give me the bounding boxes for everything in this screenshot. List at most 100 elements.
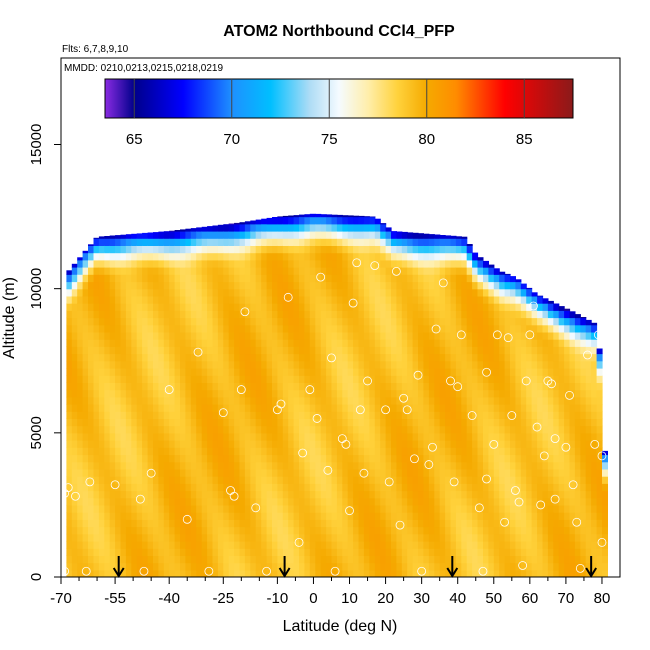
field-cell xyxy=(369,476,376,484)
field-cell xyxy=(77,396,84,405)
field-cell xyxy=(363,317,370,326)
field-cell xyxy=(239,252,246,261)
field-cell xyxy=(315,533,322,542)
field-cell xyxy=(125,425,132,434)
field-cell xyxy=(82,411,89,419)
field-cell xyxy=(602,533,608,542)
field-cell xyxy=(418,396,424,405)
field-cell xyxy=(472,476,479,484)
field-cell xyxy=(412,267,419,275)
field-cell xyxy=(244,432,251,441)
field-cell xyxy=(326,490,333,499)
field-cell xyxy=(142,504,149,513)
field-cell xyxy=(82,250,89,254)
field-cell xyxy=(391,404,397,412)
field-cell xyxy=(461,404,468,412)
field-cell xyxy=(282,562,289,571)
field-cell xyxy=(282,382,289,391)
field-cell xyxy=(255,245,262,254)
field-cell xyxy=(353,404,360,412)
field-cell xyxy=(266,404,273,412)
field-cell xyxy=(98,490,105,499)
field-cell xyxy=(120,418,127,427)
field-cell xyxy=(385,497,392,506)
field-cell xyxy=(391,432,397,441)
field-cell xyxy=(309,490,316,499)
field-cell xyxy=(396,512,403,520)
field-cell xyxy=(125,483,132,492)
field-cell xyxy=(331,425,338,434)
field-cell xyxy=(234,461,241,470)
field-cell xyxy=(212,468,219,477)
field-cell xyxy=(391,331,397,340)
field-cell xyxy=(580,382,587,391)
field-cell xyxy=(504,526,511,535)
field-cell xyxy=(163,418,170,427)
field-cell xyxy=(207,288,214,297)
field-cell xyxy=(309,555,316,564)
field-cell xyxy=(461,432,468,441)
field-cell xyxy=(520,346,527,355)
field-cell xyxy=(342,548,349,556)
field-cell xyxy=(326,461,333,470)
field-cell xyxy=(217,346,224,355)
field-cell xyxy=(412,519,419,528)
field-cell xyxy=(363,324,370,333)
field-cell xyxy=(272,541,278,549)
field-cell xyxy=(385,432,392,441)
field-cell xyxy=(472,396,479,405)
field-cell xyxy=(331,274,338,283)
field-cell xyxy=(142,232,149,239)
field-cell xyxy=(82,504,89,513)
field-cell xyxy=(542,346,549,355)
field-cell xyxy=(537,461,544,470)
field-cell xyxy=(564,483,571,492)
field-cell xyxy=(125,267,132,275)
field-cell xyxy=(315,317,322,326)
field-cell xyxy=(596,440,603,448)
field-cell xyxy=(401,382,408,391)
field-cell xyxy=(250,555,257,564)
field-cell xyxy=(66,483,73,492)
field-cell xyxy=(66,555,73,564)
field-cell xyxy=(483,497,489,506)
field-cell xyxy=(217,310,224,319)
field-cell xyxy=(547,548,554,556)
field-cell xyxy=(569,411,576,419)
field-cell xyxy=(125,353,132,362)
field-cell xyxy=(336,483,343,492)
field-cell xyxy=(190,447,197,456)
field-cell xyxy=(244,324,251,333)
field-cell xyxy=(526,331,533,340)
field-cell xyxy=(450,497,457,506)
field-cell xyxy=(288,375,295,383)
field-cell xyxy=(131,526,138,535)
field-cell xyxy=(336,331,343,340)
field-cell xyxy=(299,404,305,412)
field-cell xyxy=(547,303,554,311)
field-cell xyxy=(445,331,452,340)
field-cell xyxy=(574,375,581,383)
field-cell xyxy=(499,490,506,499)
field-cell xyxy=(353,497,360,506)
field-cell xyxy=(407,375,414,383)
field-cell xyxy=(358,339,365,347)
field-cell xyxy=(234,418,241,427)
field-cell xyxy=(596,483,603,492)
field-cell xyxy=(396,396,403,405)
field-cell xyxy=(531,483,538,492)
field-cell xyxy=(250,569,257,577)
field-cell xyxy=(401,548,408,556)
field-cell xyxy=(131,353,138,362)
field-cell xyxy=(396,375,403,383)
field-cell xyxy=(196,331,203,340)
field-cell xyxy=(472,368,479,376)
field-cell xyxy=(201,331,208,340)
field-cell xyxy=(88,324,94,333)
field-cell xyxy=(142,533,149,542)
field-cell xyxy=(326,382,333,391)
field-cell xyxy=(93,548,100,556)
field-cell xyxy=(98,483,105,492)
field-cell xyxy=(207,389,214,398)
field-cell xyxy=(71,331,78,340)
